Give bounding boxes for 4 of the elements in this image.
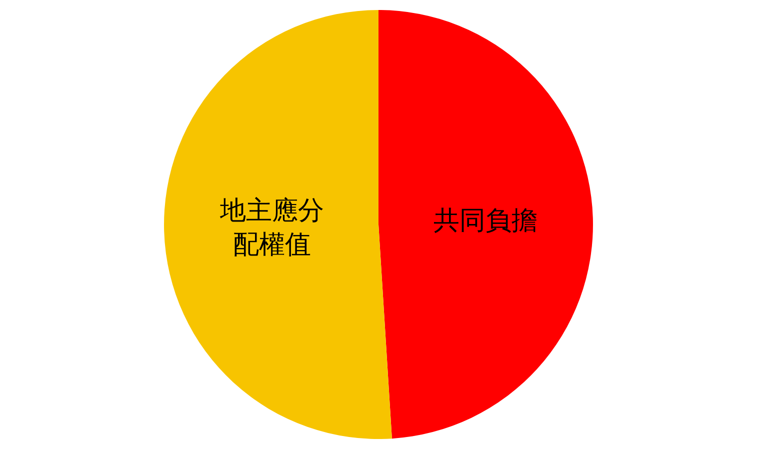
slice-label: 共同負擔 (434, 206, 538, 236)
pie-slice (378, 10, 593, 439)
slice-label: 地主應分配權值 (218, 196, 324, 260)
pie-slice (164, 10, 392, 439)
